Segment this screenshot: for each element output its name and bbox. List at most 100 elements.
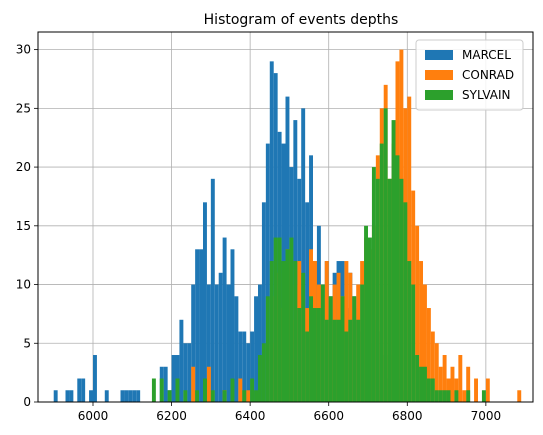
bar-conrad bbox=[419, 261, 423, 402]
bar-marcel bbox=[206, 284, 211, 402]
bar-marcel bbox=[104, 390, 109, 402]
bar-sylvain bbox=[293, 261, 298, 402]
chart-title: Histogram of events depths bbox=[204, 12, 399, 28]
bar-sylvain bbox=[258, 355, 262, 402]
bar-sylvain bbox=[332, 319, 337, 402]
bar-sylvain bbox=[265, 296, 270, 402]
bar-sylvain bbox=[159, 378, 164, 402]
bar-marcel bbox=[246, 343, 251, 402]
bar-sylvain bbox=[183, 390, 188, 402]
bar-marcel bbox=[89, 390, 93, 402]
bar-marcel bbox=[199, 249, 203, 402]
bar-marcel bbox=[163, 366, 168, 402]
y-tick-label: 10 bbox=[16, 278, 31, 292]
bar-sylvain bbox=[395, 155, 400, 402]
bar-marcel bbox=[250, 331, 255, 402]
bar-sylvain bbox=[391, 120, 396, 402]
bar-marcel bbox=[222, 237, 227, 402]
x-tick-label: 7000 bbox=[471, 409, 502, 423]
bar-conrad bbox=[458, 355, 463, 402]
bar-marcel bbox=[218, 272, 223, 402]
bar-sylvain bbox=[222, 390, 227, 402]
bar-sylvain bbox=[336, 319, 341, 402]
bar-sylvain bbox=[344, 331, 349, 402]
bar-sylvain bbox=[309, 296, 313, 402]
bar-sylvain bbox=[446, 390, 451, 402]
bar-sylvain bbox=[371, 167, 376, 402]
bar-sylvain bbox=[399, 178, 404, 402]
bar-marcel bbox=[226, 284, 231, 402]
bar-marcel bbox=[203, 202, 207, 402]
bar-sylvain bbox=[403, 202, 408, 402]
legend-label-sylvain: SYLVAIN bbox=[462, 88, 510, 102]
bar-marcel bbox=[305, 202, 310, 402]
bar-sylvain bbox=[242, 390, 247, 402]
bar-marcel bbox=[136, 390, 141, 402]
bar-conrad bbox=[485, 378, 490, 402]
bar-conrad bbox=[423, 284, 427, 402]
bar-marcel bbox=[65, 390, 70, 402]
bar-sylvain bbox=[375, 178, 380, 402]
bar-sylvain bbox=[261, 343, 266, 402]
bar-conrad bbox=[517, 390, 522, 402]
bar-conrad bbox=[415, 225, 420, 402]
bar-sylvain bbox=[320, 284, 325, 402]
bar-conrad bbox=[238, 378, 243, 402]
x-tick-label: 6600 bbox=[313, 409, 344, 423]
bar-conrad bbox=[407, 96, 412, 402]
legend-swatch-sylvain bbox=[425, 90, 453, 100]
bar-sylvain bbox=[454, 390, 459, 402]
bar-conrad bbox=[474, 378, 478, 402]
bar-sylvain bbox=[438, 390, 443, 402]
legend: MARCEL CONRAD SYLVAIN bbox=[415, 39, 524, 111]
bar-sylvain bbox=[151, 378, 156, 402]
y-tick-label: 0 bbox=[23, 395, 31, 409]
bar-sylvain bbox=[415, 355, 420, 402]
bar-sylvain bbox=[368, 237, 372, 402]
legend-swatch-marcel bbox=[425, 50, 453, 60]
bar-sylvain bbox=[254, 390, 258, 402]
y-tick-label: 15 bbox=[16, 219, 31, 233]
bar-conrad bbox=[246, 390, 251, 402]
bar-sylvain bbox=[340, 296, 345, 402]
bar-marcel bbox=[93, 355, 97, 402]
bar-sylvain bbox=[356, 319, 361, 402]
x-tick-label: 6800 bbox=[392, 409, 423, 423]
bar-conrad bbox=[442, 355, 447, 402]
bar-sylvain bbox=[379, 143, 384, 403]
bar-sylvain bbox=[210, 390, 215, 402]
bar-conrad bbox=[450, 366, 455, 402]
bar-sylvain bbox=[313, 308, 317, 402]
bar-sylvain bbox=[281, 261, 286, 402]
bar-marcel bbox=[69, 390, 74, 402]
bar-sylvain bbox=[269, 261, 274, 402]
bar-conrad bbox=[434, 343, 439, 402]
bar-sylvain bbox=[430, 378, 435, 402]
bar-sylvain bbox=[348, 319, 353, 402]
bar-sylvain bbox=[419, 366, 423, 402]
x-tick-label: 6000 bbox=[78, 409, 109, 423]
bar-sylvain bbox=[411, 284, 416, 402]
x-tick-label: 6200 bbox=[156, 409, 187, 423]
bar-sylvain bbox=[277, 237, 282, 402]
bar-marcel bbox=[238, 331, 243, 402]
bar-marcel bbox=[258, 284, 262, 402]
bar-sylvain bbox=[195, 390, 200, 402]
bar-marcel bbox=[81, 378, 86, 402]
bar-conrad bbox=[426, 308, 431, 402]
legend-swatch-conrad bbox=[425, 70, 453, 80]
bar-sylvain bbox=[481, 390, 486, 402]
bar-sylvain bbox=[289, 237, 294, 402]
bar-conrad bbox=[430, 331, 435, 402]
bar-marcel bbox=[77, 378, 82, 402]
bar-sylvain bbox=[426, 378, 431, 402]
bar-marcel bbox=[210, 178, 215, 402]
bar-sylvain bbox=[203, 378, 207, 402]
y-tick-label: 5 bbox=[23, 336, 31, 350]
bar-marcel bbox=[124, 390, 129, 402]
bar-sylvain bbox=[423, 366, 427, 402]
y-tick-label: 25 bbox=[16, 101, 31, 115]
bar-sylvain bbox=[352, 296, 357, 402]
bar-conrad bbox=[466, 366, 471, 402]
